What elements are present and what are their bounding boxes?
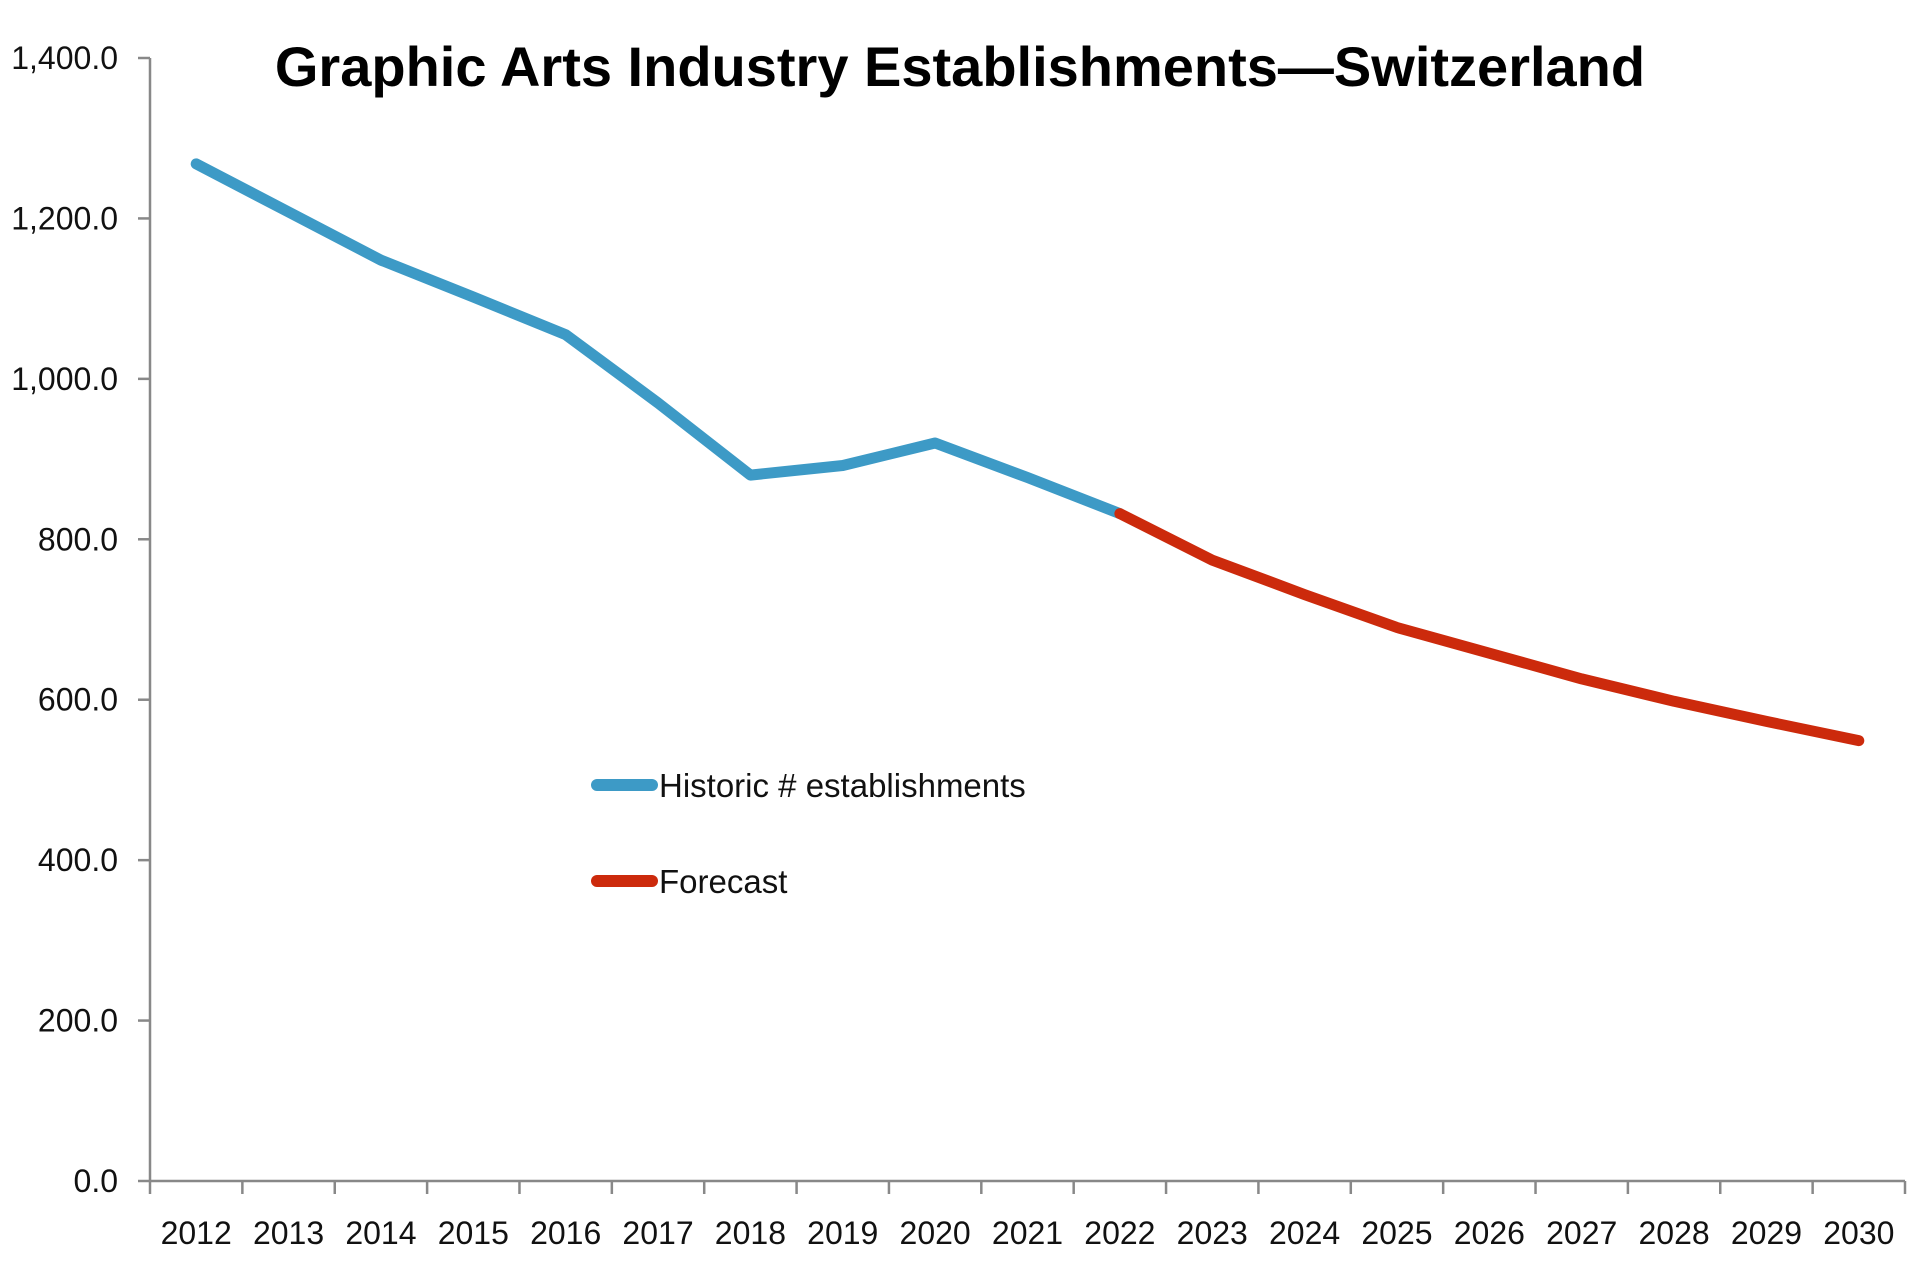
y-tick-label: 1,000.0 (11, 361, 118, 397)
x-tick-label: 2026 (1454, 1215, 1525, 1251)
x-tick-label: 2025 (1361, 1215, 1432, 1251)
series-line-historic (190, 158, 1126, 520)
legend-label: Historic # establishments (659, 767, 1026, 804)
x-tick-label: 2019 (807, 1215, 878, 1251)
x-tick-label: 2013 (253, 1215, 324, 1251)
x-tick-label: 2017 (622, 1215, 693, 1251)
x-tick-label: 2030 (1823, 1215, 1894, 1251)
series-line-forecast (1114, 508, 1865, 747)
y-tick-label: 1,200.0 (11, 200, 118, 236)
y-tick-label: 0.0 (74, 1163, 118, 1199)
x-tick-label: 2024 (1269, 1215, 1340, 1251)
x-tick-label: 2023 (1177, 1215, 1248, 1251)
axes: 0.0 200.0 400.0 600.0 800.0 1,000.0 1,200.0 1,4… (11, 40, 1907, 1251)
legend-label: Forecast (659, 863, 787, 900)
x-tick-label: 2015 (438, 1215, 509, 1251)
x-tick-label: 2028 (1638, 1215, 1709, 1251)
x-tick-label: 2027 (1546, 1215, 1617, 1251)
y-tick-label: 600.0 (38, 682, 118, 718)
x-tick-label: 2029 (1731, 1215, 1802, 1251)
x-tick-label: 2021 (992, 1215, 1063, 1251)
series-lines (190, 158, 1865, 747)
y-tick-label: 400.0 (38, 842, 118, 878)
x-tick-label: 2020 (900, 1215, 971, 1251)
x-tick-label: 2018 (715, 1215, 786, 1251)
y-tick-label: 200.0 (38, 1003, 118, 1039)
x-tick-label: 2012 (161, 1215, 232, 1251)
y-tick-label: 1,400.0 (11, 40, 118, 76)
legend: Historic # establishments Forecast (591, 767, 1026, 900)
y-tick-label: 800.0 (38, 521, 118, 557)
chart-title: Graphic Arts Industry Establishments—Swi… (275, 35, 1645, 98)
x-tick-label: 2022 (1084, 1215, 1155, 1251)
x-tick-label: 2014 (345, 1215, 416, 1251)
x-tick-label: 2016 (530, 1215, 601, 1251)
